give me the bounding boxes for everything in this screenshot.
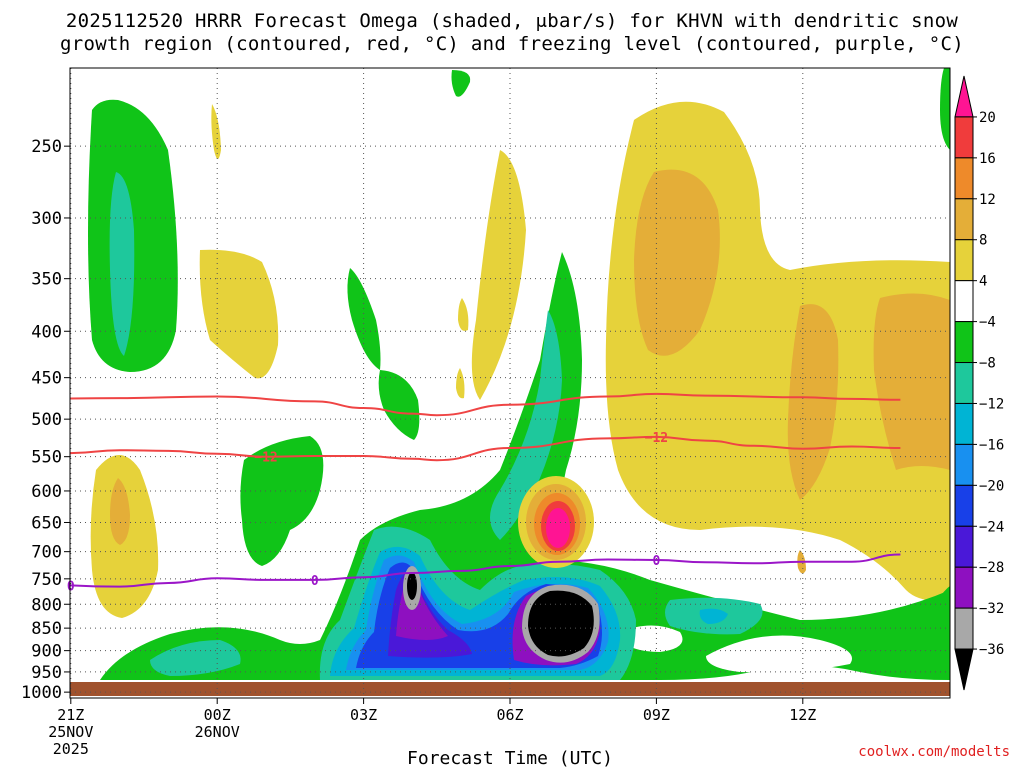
y-tick-label-600: 600 [31, 482, 62, 502]
colorbar: 20 16 12 8 4 −4 −8 −12 −16 −20 −24 −28 −32 −36 [954, 75, 1004, 691]
omega-region-teal-lower-left [150, 640, 241, 676]
omega-region-teal-leaning-band [490, 310, 562, 540]
omega-region-yellow-small-top [211, 104, 221, 159]
y-tick-label-350: 350 [31, 270, 62, 290]
omega-region-green-mid-left [240, 436, 324, 566]
contour-label-dgz_lower_minus12C-1: −12 [645, 431, 668, 446]
contour-label-freezing_level_0C-2: 0 [652, 554, 660, 569]
y-tick-label-550: 550 [31, 448, 62, 468]
colorbar-label-2: 12 [979, 192, 996, 208]
colorbar-swatch-11 [954, 525, 974, 568]
colorbar-swatch-3 [954, 198, 974, 241]
y-tick-label-800: 800 [31, 595, 62, 615]
omega-region-yellow-tall-stripe [471, 150, 526, 400]
contour-label-freezing_level_0C-1: 0 [311, 574, 319, 589]
colorbar-label-6: −8 [979, 356, 996, 372]
y-tick-label-650: 650 [31, 513, 62, 533]
x-tick-label-12Z-line1: 12Z [789, 706, 816, 724]
colorbar-swatch-1 [954, 116, 974, 159]
omega-region-orange-left-lower [110, 478, 130, 545]
colorbar-swatch-9 [954, 443, 974, 486]
y-tick-label-250: 250 [31, 137, 62, 157]
y-axis: 250 300 350 400 450 500 550 600 650 700 750 800 850 9… [21, 137, 70, 703]
omega-region-yellow-dot-0430z [458, 298, 469, 331]
colorbar-label-13: −36 [979, 642, 1004, 658]
x-tick-label-21Z-line2: 25NOV [48, 723, 93, 741]
colorbar-swatch-2 [954, 157, 974, 200]
omega-core-black-06z [528, 590, 594, 657]
contour-freezing_level_0C [70, 553, 901, 588]
y-tick-label-900: 900 [31, 642, 62, 662]
x-tick-label-00Z-line2: 26NOV [195, 723, 240, 741]
colorbar-label-8: −16 [979, 437, 1004, 453]
omega-descent-magenta [546, 508, 570, 548]
y-tick-label-450: 450 [31, 369, 62, 389]
omega-region-green-03z-strip [378, 370, 420, 440]
x-axis-label: Forecast Time (UTC) [407, 748, 613, 768]
colorbar-label-9: −20 [979, 478, 1004, 494]
omega-region-orange-right-lower-a [787, 304, 839, 500]
colorbar-label-11: −28 [979, 560, 1004, 576]
contour-dgz_upper_minus18C [70, 392, 901, 417]
colorbar-swatch-13 [954, 607, 974, 650]
colorbar-label-0: 20 [979, 110, 996, 126]
colorbar-label-4: 4 [979, 274, 987, 290]
omega-region-white-hole-lower-right [706, 635, 852, 673]
y-tick-label-400: 400 [31, 322, 62, 342]
y-tick-label-700: 700 [31, 543, 62, 563]
colorbar-label-10: −24 [979, 519, 1004, 535]
plot-frame [69, 67, 951, 699]
colorbar-swatch-12 [954, 566, 974, 609]
omega-region-green-right-edge-bottom [930, 586, 950, 640]
contour-lines: −12 −12 0 0 0 [67, 392, 901, 594]
colorbar-label-5: −4 [979, 315, 996, 331]
x-tick-label-09Z-line1: 09Z [643, 706, 670, 724]
contour-label-freezing_level_0C-0: 0 [67, 579, 75, 594]
y-tick-label-850: 850 [31, 619, 62, 639]
colorbar-swatch-8 [954, 402, 974, 445]
colorbar-swatch-10 [954, 484, 974, 527]
x-tick-label-21Z-line3: 2025 [53, 740, 89, 758]
colorbar-swatch-14 [954, 648, 974, 691]
omega-region-orange-right-lower-b [873, 293, 950, 470]
colorbar-label-7: −12 [979, 396, 1004, 412]
y-tick-label-950: 950 [31, 663, 62, 683]
gridlines [70, 68, 950, 698]
chart-title-line-2: growth region (contoured, red, °C) and f… [60, 33, 964, 55]
omega-shading [88, 68, 950, 680]
colorbar-label-12: −32 [979, 601, 1004, 617]
omega-region-green-top-tiny [451, 70, 471, 97]
colorbar-label-3: 8 [979, 233, 987, 249]
omega-region-orange-right-upper [634, 169, 720, 356]
contour-label-dgz_lower_minus12C-0: −12 [254, 451, 277, 466]
x-tick-label-00Z-line1: 00Z [204, 706, 231, 724]
omega-region-cyan-lower-right [699, 608, 728, 624]
y-tick-label-500: 500 [31, 410, 62, 430]
colorbar-swatch-7 [954, 362, 974, 404]
x-tick-label-03Z-line1: 03Z [350, 706, 377, 724]
chart-title-line-1: 2025112520 HRRR Forecast Omega (shaded, … [65, 10, 959, 32]
y-tick-label-1000: 1000 [21, 683, 62, 703]
y-tick-label-300: 300 [31, 209, 62, 229]
x-tick-label-06Z-line1: 06Z [496, 706, 523, 724]
colorbar-swatch-5 [954, 280, 974, 323]
contour-dgz_lower_minus12C [70, 435, 901, 462]
colorbar-swatch-0 [954, 75, 974, 118]
omega-region-yellow-dot-04z [456, 368, 465, 399]
x-tick-label-21Z-line1: 21Z [57, 706, 84, 724]
y-tick-label-750: 750 [31, 570, 62, 590]
omega-region-green-right-edge-top [940, 68, 950, 150]
omega-core-black-03z [407, 572, 417, 600]
omega-region-yellow-upper-mid [199, 249, 279, 379]
colorbar-label-1: 16 [979, 151, 996, 167]
colorbar-swatch-4 [954, 239, 974, 282]
source-credit: coolwx.com/modelts [858, 744, 1010, 760]
colorbar-swatch-6 [954, 321, 974, 364]
